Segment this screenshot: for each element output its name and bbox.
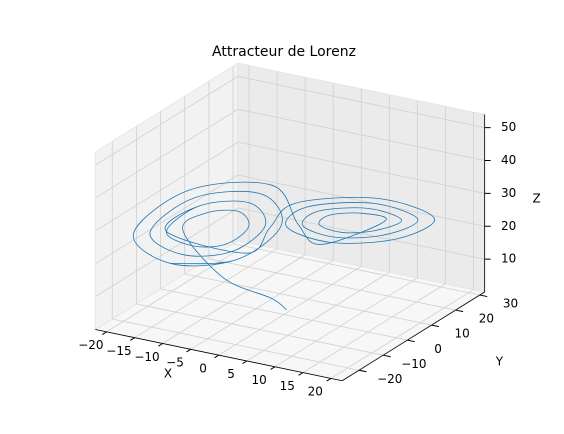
grid-line (106, 242, 250, 333)
grid-line (95, 141, 239, 232)
grid-line (190, 260, 334, 350)
grid-line (112, 318, 360, 371)
y-tick-label: 20 (479, 312, 494, 326)
tick-mark (214, 354, 220, 359)
grid-line (237, 174, 485, 227)
tick-mark (186, 348, 191, 353)
grid-line (95, 174, 239, 265)
x-tick-label: 15 (280, 379, 295, 393)
tick-mark (431, 324, 440, 328)
z-tick-label: 30 (501, 186, 516, 200)
z-tick-label: 20 (501, 219, 516, 233)
trajectory (133, 181, 435, 311)
z-tick-label: 50 (501, 120, 516, 134)
x-axis (95, 329, 343, 382)
z-axis-label: Z (533, 192, 541, 206)
tick-mark (298, 372, 304, 376)
tick-mark (407, 339, 415, 343)
chart-title: Attracteur de Lorenz (212, 44, 356, 60)
grid-line (237, 141, 485, 194)
x-tick-label: −5 (166, 356, 184, 370)
tick-mark (358, 369, 367, 373)
y-tick-label: −20 (377, 372, 402, 386)
grid-line (134, 248, 278, 339)
grid-line (246, 271, 390, 362)
x-tick-label: 20 (308, 385, 323, 399)
grid-line (218, 266, 362, 356)
y-tick-label: 30 (503, 297, 518, 311)
tick-mark (383, 354, 391, 358)
grid-line (95, 108, 239, 199)
x-tick-label: −15 (106, 344, 131, 358)
tick-mark (270, 366, 276, 370)
y-tick-label: −10 (401, 357, 426, 371)
x-tick-label: 5 (227, 367, 235, 381)
z-tick-label: 10 (501, 252, 516, 266)
grid-line (237, 75, 485, 129)
tick-mark (479, 294, 488, 298)
tick-mark (242, 360, 248, 365)
grid-line (184, 273, 432, 326)
x-tick-label: −20 (78, 338, 103, 352)
grid-line (232, 243, 480, 296)
grid-line (330, 289, 474, 379)
y-tick-label: 10 (455, 327, 470, 341)
tick-mark (455, 309, 464, 313)
tick-mark (130, 337, 135, 341)
tick-mark (102, 331, 107, 335)
grid-line (274, 277, 418, 368)
tick-mark (326, 378, 332, 382)
x-tick-label: −10 (134, 350, 159, 364)
x-axis-label: X (164, 366, 172, 380)
tick-mark (158, 343, 163, 347)
grid-line (208, 258, 456, 311)
grid-line (162, 254, 306, 344)
x-tick-label: 10 (252, 373, 267, 387)
y-axis-label: Y (495, 354, 504, 368)
grid-line (136, 303, 384, 356)
y-tick-label: 0 (434, 342, 442, 356)
grid-line (302, 283, 446, 373)
z-tick-label: 40 (501, 153, 516, 167)
x-tick-label: 0 (199, 361, 207, 375)
grid-line (95, 76, 239, 166)
grid-line (237, 108, 485, 161)
y-axis (341, 291, 485, 382)
grid-line (237, 207, 485, 260)
grid-line (160, 288, 408, 341)
grid-line (95, 207, 239, 297)
